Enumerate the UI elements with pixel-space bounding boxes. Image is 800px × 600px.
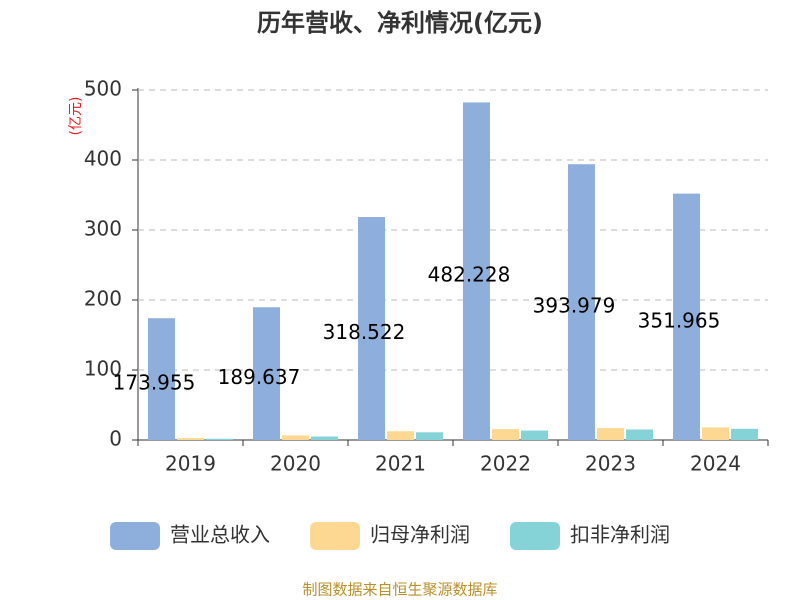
bar	[673, 193, 700, 440]
chart-title: 历年营收、净利情况(亿元)	[257, 9, 543, 37]
bar	[702, 427, 729, 440]
bar	[282, 435, 309, 440]
legend-label: 扣非净利润	[570, 523, 670, 547]
legend-swatch	[110, 522, 160, 550]
x-tick-label: 2022	[480, 452, 531, 476]
x-tick-label: 2020	[270, 452, 321, 476]
bar	[387, 431, 414, 440]
y-axis-label: (亿元)	[68, 97, 84, 136]
x-tick-label: 2019	[165, 452, 216, 476]
bar	[358, 217, 385, 440]
bar	[416, 432, 443, 440]
legend-label: 归母净利润	[370, 523, 470, 547]
y-tick-label: 300	[84, 217, 122, 241]
bar	[626, 429, 653, 440]
bar	[311, 436, 338, 440]
legend-swatch	[310, 522, 360, 550]
source-note: 制图数据来自恒生聚源数据库	[302, 581, 497, 599]
bar	[253, 307, 280, 440]
bar	[492, 429, 519, 440]
value-label: 318.522	[323, 320, 406, 344]
bar	[148, 318, 175, 440]
bar	[731, 428, 758, 440]
y-tick-label: 0	[109, 427, 122, 451]
value-label: 482.228	[428, 263, 511, 287]
x-tick-label: 2023	[585, 452, 636, 476]
bar	[177, 438, 204, 440]
y-tick-label: 200	[84, 287, 122, 311]
x-tick-label: 2021	[375, 452, 426, 476]
bar	[206, 438, 233, 440]
bar	[521, 430, 548, 440]
x-tick-label: 2024	[690, 452, 741, 476]
legend-swatch	[510, 522, 560, 550]
legend-label: 营业总收入	[170, 523, 270, 547]
value-label: 393.979	[533, 294, 616, 318]
bar	[568, 164, 595, 440]
bar	[597, 428, 624, 440]
value-label: 173.955	[113, 371, 196, 395]
y-tick-label: 400	[84, 147, 122, 171]
value-label: 189.637	[218, 365, 301, 389]
y-tick-label: 100	[84, 357, 122, 381]
value-label: 351.965	[638, 308, 721, 332]
bar	[463, 102, 490, 440]
y-tick-label: 500	[84, 77, 122, 101]
